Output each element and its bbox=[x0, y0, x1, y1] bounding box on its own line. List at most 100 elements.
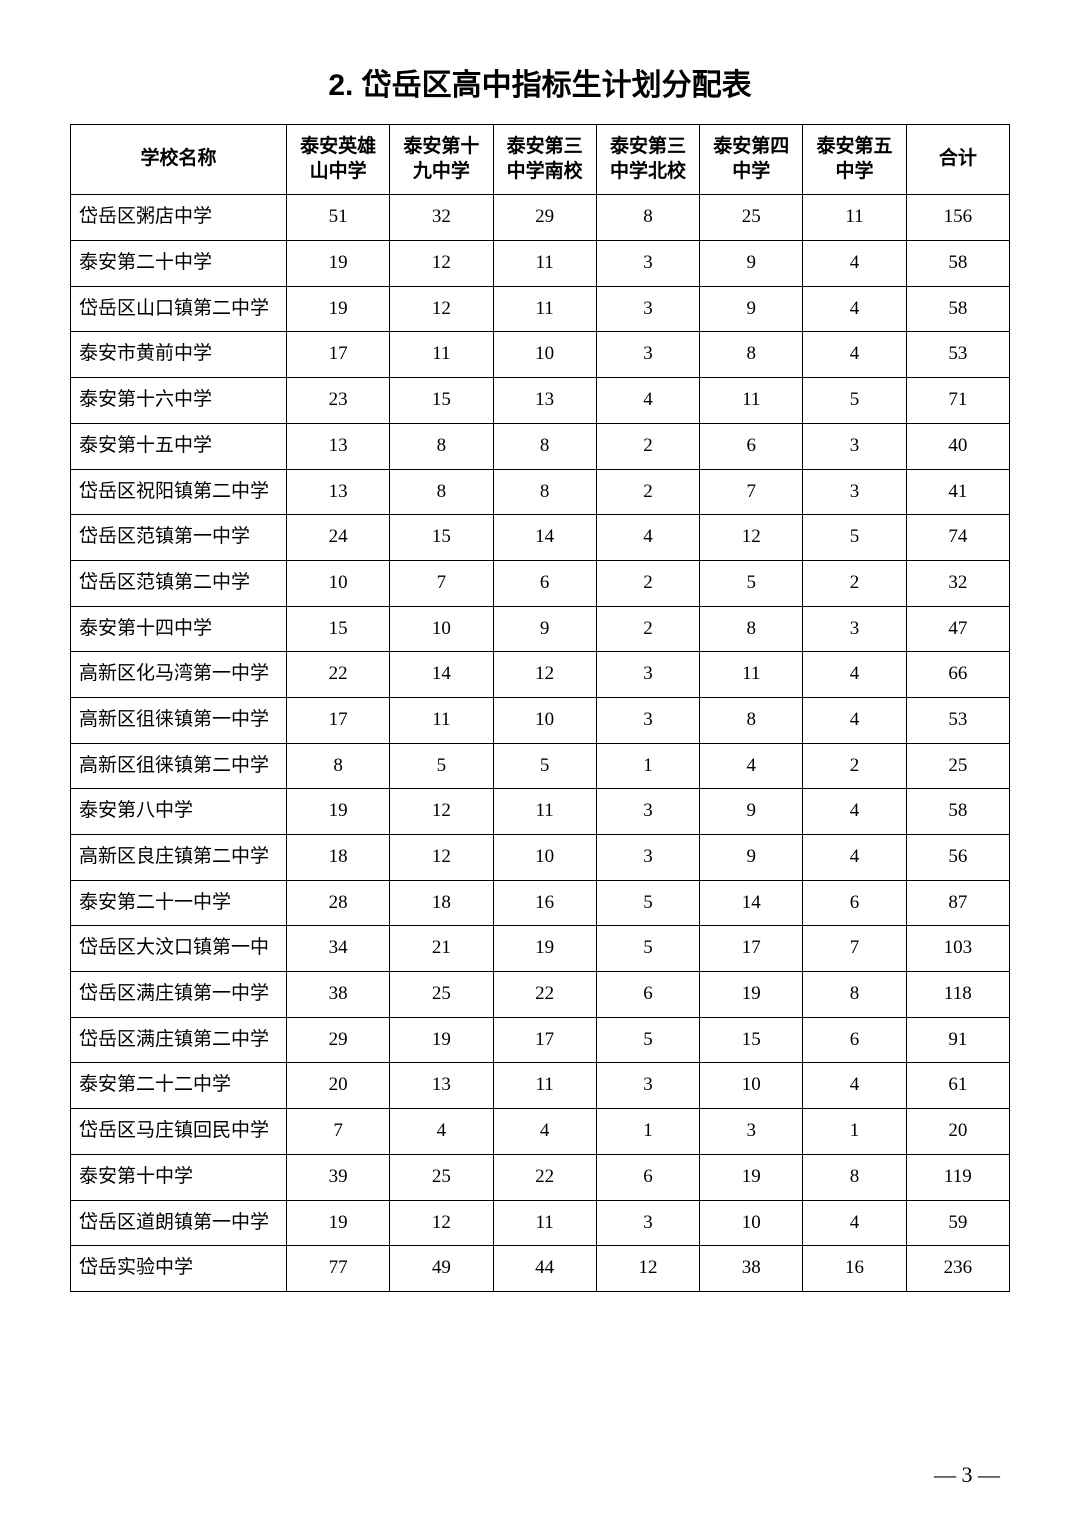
school-name-cell: 岱岳区范镇第一中学 bbox=[71, 515, 287, 561]
data-cell: 6 bbox=[803, 1017, 906, 1063]
data-cell: 16 bbox=[493, 880, 596, 926]
data-cell: 2 bbox=[596, 423, 699, 469]
school-name-cell: 泰安第十六中学 bbox=[71, 378, 287, 424]
data-cell: 8 bbox=[390, 423, 493, 469]
data-cell: 1 bbox=[803, 1109, 906, 1155]
school-name-cell: 泰安第八中学 bbox=[71, 789, 287, 835]
data-cell: 38 bbox=[700, 1246, 803, 1292]
data-cell: 10 bbox=[390, 606, 493, 652]
school-name-cell: 岱岳区范镇第二中学 bbox=[71, 560, 287, 606]
data-cell: 4 bbox=[803, 1063, 906, 1109]
data-cell: 8 bbox=[493, 469, 596, 515]
data-cell: 56 bbox=[906, 835, 1009, 881]
data-cell: 24 bbox=[286, 515, 389, 561]
data-cell: 9 bbox=[493, 606, 596, 652]
data-cell: 47 bbox=[906, 606, 1009, 652]
data-cell: 6 bbox=[596, 972, 699, 1018]
table-row: 高新区徂徕镇第一中学17111038453 bbox=[71, 697, 1010, 743]
data-cell: 58 bbox=[906, 789, 1009, 835]
data-cell: 40 bbox=[906, 423, 1009, 469]
data-cell: 4 bbox=[596, 378, 699, 424]
data-cell: 4 bbox=[803, 1200, 906, 1246]
header-total: 合计 bbox=[906, 125, 1009, 195]
data-cell: 3 bbox=[596, 241, 699, 287]
data-cell: 11 bbox=[493, 286, 596, 332]
data-cell: 16 bbox=[803, 1246, 906, 1292]
data-cell: 8 bbox=[700, 606, 803, 652]
data-cell: 15 bbox=[390, 515, 493, 561]
data-cell: 5 bbox=[596, 1017, 699, 1063]
data-cell: 39 bbox=[286, 1154, 389, 1200]
data-cell: 5 bbox=[803, 515, 906, 561]
data-cell: 25 bbox=[700, 195, 803, 241]
data-cell: 12 bbox=[390, 789, 493, 835]
data-cell: 74 bbox=[906, 515, 1009, 561]
data-cell: 61 bbox=[906, 1063, 1009, 1109]
school-name-cell: 泰安第十五中学 bbox=[71, 423, 287, 469]
data-cell: 11 bbox=[493, 789, 596, 835]
table-row: 泰安第十五中学138826340 bbox=[71, 423, 1010, 469]
data-cell: 3 bbox=[596, 1200, 699, 1246]
data-cell: 10 bbox=[493, 835, 596, 881]
school-name-cell: 岱岳区道朗镇第一中学 bbox=[71, 1200, 287, 1246]
data-cell: 19 bbox=[700, 1154, 803, 1200]
data-cell: 51 bbox=[286, 195, 389, 241]
data-cell: 13 bbox=[493, 378, 596, 424]
data-cell: 11 bbox=[493, 241, 596, 287]
data-cell: 29 bbox=[493, 195, 596, 241]
data-cell: 23 bbox=[286, 378, 389, 424]
data-cell: 9 bbox=[700, 835, 803, 881]
table-row: 岱岳区满庄镇第一中学3825226198118 bbox=[71, 972, 1010, 1018]
data-cell: 5 bbox=[700, 560, 803, 606]
data-cell: 11 bbox=[493, 1200, 596, 1246]
page-title: 2. 岱岳区高中指标生计划分配表 bbox=[70, 60, 1010, 104]
data-cell: 28 bbox=[286, 880, 389, 926]
page-number: — 3 — bbox=[934, 1462, 1000, 1488]
data-cell: 19 bbox=[390, 1017, 493, 1063]
data-cell: 4 bbox=[803, 697, 906, 743]
school-name-cell: 岱岳区山口镇第二中学 bbox=[71, 286, 287, 332]
data-cell: 5 bbox=[596, 926, 699, 972]
data-cell: 4 bbox=[390, 1109, 493, 1155]
data-cell: 6 bbox=[493, 560, 596, 606]
school-name-cell: 岱岳区粥店中学 bbox=[71, 195, 287, 241]
data-cell: 41 bbox=[906, 469, 1009, 515]
data-cell: 59 bbox=[906, 1200, 1009, 1246]
data-cell: 53 bbox=[906, 332, 1009, 378]
table-row: 泰安第二十二中学201311310461 bbox=[71, 1063, 1010, 1109]
data-cell: 10 bbox=[493, 332, 596, 378]
data-cell: 3 bbox=[596, 789, 699, 835]
data-cell: 20 bbox=[286, 1063, 389, 1109]
data-cell: 32 bbox=[390, 195, 493, 241]
data-cell: 8 bbox=[803, 1154, 906, 1200]
header-col6: 泰安第五中学 bbox=[803, 125, 906, 195]
data-cell: 66 bbox=[906, 652, 1009, 698]
school-name-cell: 泰安第二十一中学 bbox=[71, 880, 287, 926]
data-cell: 13 bbox=[390, 1063, 493, 1109]
data-cell: 19 bbox=[493, 926, 596, 972]
data-cell: 25 bbox=[390, 1154, 493, 1200]
school-name-cell: 泰安市黄前中学 bbox=[71, 332, 287, 378]
data-cell: 12 bbox=[390, 835, 493, 881]
data-cell: 20 bbox=[906, 1109, 1009, 1155]
data-cell: 32 bbox=[906, 560, 1009, 606]
data-cell: 87 bbox=[906, 880, 1009, 926]
data-cell: 8 bbox=[700, 332, 803, 378]
data-cell: 3 bbox=[596, 835, 699, 881]
data-cell: 6 bbox=[596, 1154, 699, 1200]
header-col3: 泰安第三中学南校 bbox=[493, 125, 596, 195]
data-cell: 19 bbox=[700, 972, 803, 1018]
data-cell: 58 bbox=[906, 241, 1009, 287]
data-cell: 2 bbox=[803, 743, 906, 789]
data-cell: 13 bbox=[286, 423, 389, 469]
data-cell: 15 bbox=[286, 606, 389, 652]
header-school: 学校名称 bbox=[71, 125, 287, 195]
data-cell: 8 bbox=[700, 697, 803, 743]
table-row: 泰安市黄前中学17111038453 bbox=[71, 332, 1010, 378]
data-cell: 10 bbox=[700, 1063, 803, 1109]
data-cell: 29 bbox=[286, 1017, 389, 1063]
data-cell: 34 bbox=[286, 926, 389, 972]
data-cell: 7 bbox=[700, 469, 803, 515]
data-cell: 14 bbox=[700, 880, 803, 926]
data-cell: 13 bbox=[286, 469, 389, 515]
